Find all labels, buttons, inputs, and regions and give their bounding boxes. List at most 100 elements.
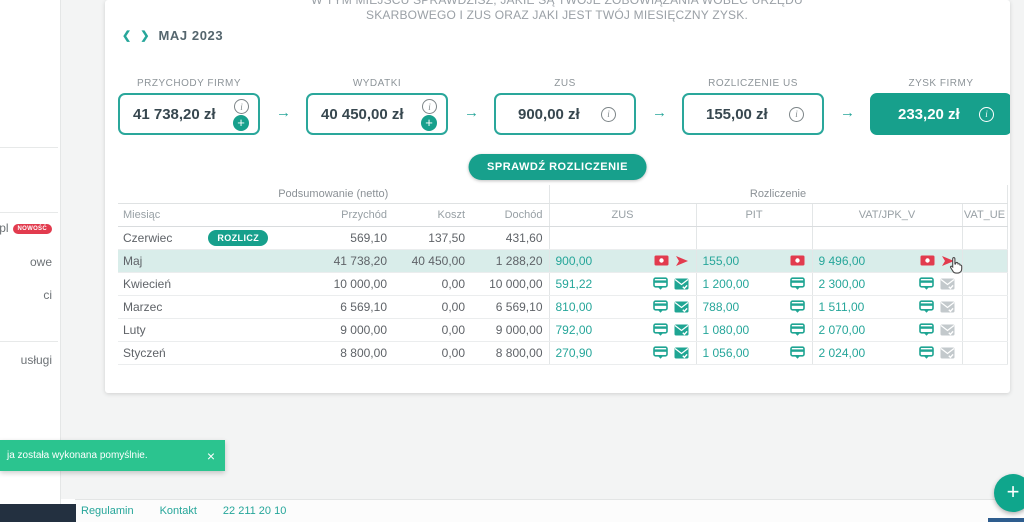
profit-value: 10 000,00	[471, 272, 549, 296]
col-pit: PIT	[695, 203, 812, 227]
sidebar-item-owe[interactable]: owe	[30, 255, 52, 269]
add-income-button[interactable]: +	[233, 115, 249, 131]
bottom-left-dark-bar	[0, 504, 76, 522]
pit-value: 1 056,00	[702, 345, 750, 360]
info-icon[interactable]: i	[601, 106, 616, 122]
col-cost: Koszt	[393, 203, 471, 227]
info-icon[interactable]: i	[789, 106, 804, 122]
payment-done-icon[interactable]	[789, 346, 805, 359]
table-row[interactable]: Styczeń 8 800,00 0,00 8 800,00 270,90 1 …	[118, 341, 1008, 365]
pit-value: 1 080,00	[702, 322, 750, 337]
table-row-selected[interactable]: Maj 41 738,20 40 450,00 1 288,20 900,00 …	[118, 249, 1008, 273]
col-income: Przychód	[248, 203, 393, 227]
close-icon[interactable]: ×	[206, 447, 215, 464]
sidebar-item-label: owe	[29, 255, 52, 269]
footer-link-regulamin[interactable]: Regulamin	[81, 505, 134, 517]
cost-value: 137,50	[393, 226, 471, 250]
vat-value: 9 496,00	[818, 253, 866, 268]
send-declaration-icon[interactable]	[941, 255, 955, 267]
pay-banknote-icon[interactable]	[920, 255, 935, 266]
cost-value: 0,00	[393, 295, 471, 319]
payment-done-icon[interactable]	[789, 277, 805, 290]
group-summary: Podsumowanie (netto)	[118, 185, 549, 204]
info-icon[interactable]: i	[422, 99, 437, 114]
col-vat-ue: VAT_UE	[961, 203, 1008, 227]
send-declaration-icon[interactable]	[675, 255, 689, 267]
declaration-pending-icon[interactable]	[940, 301, 955, 313]
arrow-right-icon: →	[652, 104, 667, 121]
zus-value: 900,00	[555, 253, 593, 268]
kpi-label-wydatki: WYDATKI	[352, 78, 402, 89]
declaration-pending-icon[interactable]	[940, 278, 955, 290]
declaration-sent-icon[interactable]	[674, 324, 689, 336]
income-value: 9 000,00	[248, 318, 393, 342]
table-row[interactable]: Kwiecień 10 000,00 0,00 10 000,00 591,22…	[118, 272, 1008, 296]
sidebar-item-label: ci	[43, 288, 52, 302]
chevron-left-icon[interactable]: ❮	[122, 30, 132, 42]
sidebar-item-uslugi[interactable]: usługi	[21, 353, 52, 367]
zus-value: 591,22	[555, 276, 593, 291]
month-name: Marzec	[123, 299, 163, 314]
payment-done-icon[interactable]	[918, 277, 934, 290]
col-vat: VAT/JPK_V	[811, 203, 962, 227]
declaration-pending-icon[interactable]	[940, 347, 955, 359]
declaration-pending-icon[interactable]	[940, 324, 955, 336]
declaration-sent-icon[interactable]	[674, 347, 689, 359]
sidebar-item-label: pl	[0, 221, 9, 235]
sidebar-item-pl[interactable]: pl NOWOŚĆ	[0, 221, 52, 235]
kpi-label-przychody: PRZYCHODY FIRMY	[137, 78, 241, 89]
kpi-value: 900,00 zł	[518, 105, 580, 123]
col-profit: Dochód	[471, 203, 549, 227]
zus-value: 792,00	[555, 322, 593, 337]
payment-done-icon[interactable]	[652, 300, 668, 313]
pay-banknote-icon[interactable]	[654, 255, 669, 266]
pit-value: 788,00	[702, 299, 740, 314]
chevron-right-icon[interactable]: ❯	[140, 30, 150, 42]
month-name: Luty	[123, 322, 146, 337]
current-month-label: MAJ 2023	[158, 28, 224, 43]
divider	[0, 212, 58, 213]
add-expense-button[interactable]: +	[421, 115, 437, 131]
sidebar-item-ci[interactable]: ci	[43, 288, 52, 302]
payment-done-icon[interactable]	[652, 277, 668, 290]
main-card: W TYM MIEJSCU SPRAWDZISZ, JAKIE SĄ TWOJE…	[105, 0, 1010, 393]
table-group-header: Podsumowanie (netto) Rozliczenie	[118, 185, 1008, 204]
table-row[interactable]: Marzec 6 569,10 0,00 6 569,10 810,00 788…	[118, 295, 1008, 319]
vat-value: 2 070,00	[818, 322, 866, 337]
check-settlement-button[interactable]: SPRAWDŹ ROZLICZENIE	[468, 154, 647, 180]
divider	[0, 147, 58, 148]
pay-banknote-icon[interactable]	[790, 255, 805, 266]
month-name: Maj	[123, 253, 143, 268]
vat-value: 1 511,00	[818, 299, 865, 314]
month-name: Kwiecień	[123, 276, 172, 291]
cursor-pointer-icon	[948, 256, 964, 279]
info-icon[interactable]: i	[234, 99, 249, 114]
declaration-sent-icon[interactable]	[674, 301, 689, 313]
info-icon[interactable]: i	[979, 106, 994, 122]
payment-done-icon[interactable]	[918, 346, 934, 359]
footer-divider	[75, 499, 1024, 500]
sidebar: pl NOWOŚĆ owe ci usługi	[0, 0, 61, 522]
payment-done-icon[interactable]	[652, 323, 668, 336]
table-column-header: Miesiąc Przychód Koszt Dochód ZUS PIT VA…	[118, 203, 1008, 227]
add-fab-button[interactable]: +	[994, 474, 1024, 512]
new-badge: NOWOŚĆ	[12, 224, 52, 234]
payment-done-icon[interactable]	[918, 323, 934, 336]
kpi-box-wydatki: 40 450,00 zł i +	[306, 93, 448, 135]
sidebar-item-label: usługi	[20, 353, 52, 367]
payment-done-icon[interactable]	[652, 346, 668, 359]
payment-done-icon[interactable]	[918, 300, 934, 313]
arrow-right-icon: →	[464, 104, 479, 121]
declaration-sent-icon[interactable]	[674, 278, 689, 290]
payment-done-icon[interactable]	[789, 323, 805, 336]
rozlicz-badge[interactable]: ROZLICZ	[208, 229, 269, 246]
payment-done-icon[interactable]	[789, 300, 805, 313]
footer-link-kontakt[interactable]: Kontakt	[159, 505, 197, 517]
table-row[interactable]: Luty 9 000,00 0,00 9 000,00 792,00 1 080…	[118, 318, 1008, 342]
vat-value: 2 300,00	[818, 276, 866, 291]
income-value: 6 569,10	[248, 295, 393, 319]
pit-value: 155,00	[702, 253, 740, 268]
zus-value: 810,00	[555, 299, 593, 314]
kpi-value: 233,20 zł	[898, 105, 960, 123]
col-month: Miesiąc	[118, 203, 248, 227]
